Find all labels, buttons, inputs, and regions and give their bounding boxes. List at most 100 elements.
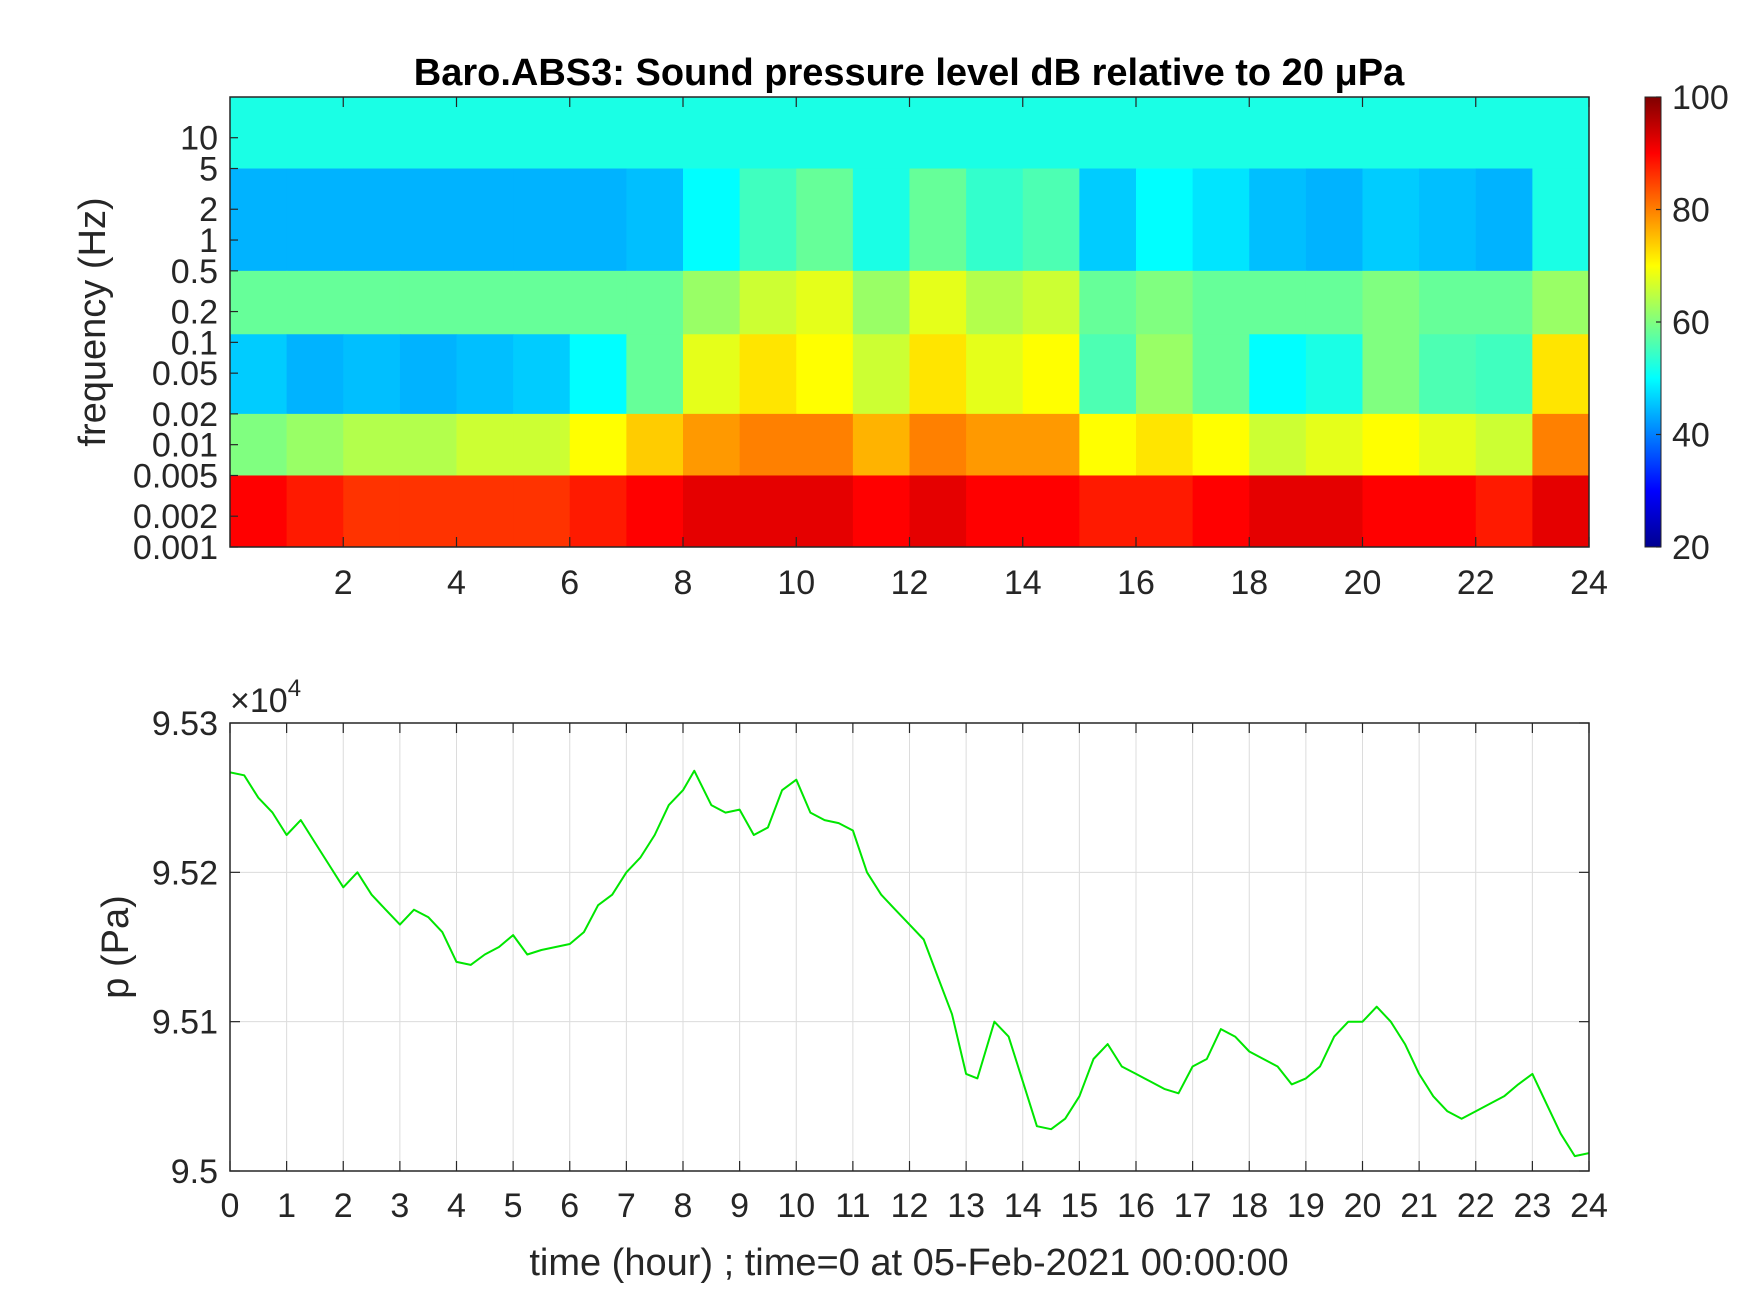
heatmap-cell — [1475, 97, 1533, 170]
heatmap-cell — [852, 168, 911, 272]
heatmap-cell — [683, 270, 741, 335]
y-tick-label: 0.002 — [133, 498, 218, 536]
heatmap-cell — [1305, 475, 1364, 547]
x-tick-label: 18 — [1230, 1187, 1268, 1225]
heatmap-cell — [1305, 97, 1364, 170]
heatmap-cell — [909, 413, 967, 477]
heatmap-cell — [1419, 334, 1477, 415]
heatmap-cell — [626, 413, 684, 477]
heatmap-cell — [852, 270, 911, 335]
heatmap-cell — [1249, 168, 1307, 272]
heatmap-cell — [683, 97, 741, 170]
heatmap-cell — [569, 97, 627, 170]
x-tick-label: 23 — [1513, 1187, 1551, 1225]
heatmap-cell — [399, 270, 458, 335]
x-tick-label: 16 — [1117, 564, 1155, 602]
heatmap-cell — [1022, 475, 1080, 547]
y-tick-label: 0.5 — [171, 253, 218, 291]
x-tick-label: 20 — [1344, 1187, 1382, 1225]
heatmap-cell — [1249, 334, 1307, 415]
y-tick-label: 9.52 — [152, 854, 218, 892]
heatmap-cell — [1079, 168, 1137, 272]
heatmap-cell — [683, 168, 741, 272]
heatmap-cell — [909, 97, 967, 170]
heatmap-cell — [966, 270, 1024, 335]
heatmap-cell — [1419, 413, 1477, 477]
heatmap-cell — [1192, 334, 1250, 415]
heatmap-cell — [1532, 413, 1589, 477]
heatmap-cells — [230, 97, 1589, 547]
x-tick-label: 22 — [1457, 1187, 1495, 1225]
heatmap-cell — [852, 413, 911, 477]
heatmap-cell — [343, 97, 401, 170]
heatmap-cell — [1362, 168, 1420, 272]
heatmap-cell — [852, 475, 911, 547]
y-tick-label: 2 — [199, 191, 218, 229]
spectrogram-x-ticks: 2 4 6 8 10 12 14 16 18 20 22 24 — [334, 97, 1608, 602]
x-tick-label: 16 — [1117, 1187, 1155, 1225]
heatmap-cell — [1079, 97, 1137, 170]
heatmap-cell — [230, 413, 288, 477]
heatmap-cell — [286, 334, 344, 415]
y-tick-label: 9.5 — [171, 1153, 218, 1191]
heatmap-cell — [966, 168, 1024, 272]
heatmap-cell — [230, 270, 288, 335]
heatmap-cell — [1079, 270, 1137, 335]
spectrogram-y-axis-label: frequency (Hz) — [72, 197, 114, 446]
heatmap-cell — [1192, 168, 1250, 272]
x-tick-label: 4 — [447, 1187, 466, 1225]
heatmap-cell — [1249, 97, 1307, 170]
x-tick-label: 15 — [1060, 1187, 1098, 1225]
heatmap-cell — [343, 334, 401, 415]
heatmap-cell — [230, 97, 288, 170]
x-tick-label: 11 — [835, 1187, 870, 1225]
colorbar-tick-label: 80 — [1672, 192, 1710, 230]
y-tick-label: 0.05 — [152, 355, 218, 393]
heatmap-cell — [343, 413, 401, 477]
heatmap-cell — [1362, 334, 1420, 415]
x-tick-label: 3 — [390, 1187, 409, 1225]
heatmap-cell — [1022, 270, 1080, 335]
heatmap-cell — [286, 413, 344, 477]
heatmap-cell — [1136, 168, 1194, 272]
heatmap-cell — [1022, 334, 1080, 415]
y-tick-label: 9.53 — [152, 705, 218, 743]
colorbar-ticks: 100 80 60 40 20 — [1656, 79, 1729, 567]
pressure-line — [230, 769, 1589, 1158]
heatmap-cell — [230, 168, 288, 272]
heatmap-cell — [343, 168, 401, 272]
heatmap-cell — [1362, 413, 1420, 477]
heatmap-cell — [739, 475, 797, 547]
heatmap-cell — [796, 413, 854, 477]
heatmap-cell — [1475, 475, 1533, 547]
heatmap-cell — [1079, 475, 1137, 547]
heatmap-cell — [1192, 475, 1250, 547]
heatmap-cell — [909, 334, 967, 415]
pressure-y-ticks: 9.53 9.52 9.51 9.5 — [152, 705, 1589, 1191]
heatmap-cell — [1419, 475, 1477, 547]
heatmap-cell — [286, 270, 344, 335]
heatmap-cell — [569, 168, 627, 272]
heatmap-cell — [399, 334, 458, 415]
colorbar-tick-label: 60 — [1672, 304, 1710, 342]
heatmap-cell — [1022, 168, 1080, 272]
heatmap-cell — [513, 475, 571, 547]
heatmap-cell — [1022, 413, 1080, 477]
heatmap-cell — [796, 475, 854, 547]
heatmap-cell — [399, 168, 458, 272]
heatmap-cell — [286, 97, 344, 170]
heatmap-cell — [230, 475, 288, 547]
heatmap-cell — [513, 413, 571, 477]
heatmap-cell — [1249, 413, 1307, 477]
heatmap-cell — [1305, 413, 1364, 477]
heatmap-cell — [1305, 270, 1364, 335]
x-tick-label: 24 — [1570, 1187, 1608, 1225]
x-tick-label: 14 — [1004, 1187, 1042, 1225]
heatmap-cell — [1022, 97, 1080, 170]
heatmap-cell — [1079, 334, 1137, 415]
heatmap-cell — [626, 334, 684, 415]
x-tick-label: 5 — [504, 1187, 523, 1225]
heatmap-cell — [796, 334, 854, 415]
x-tick-label: 20 — [1344, 564, 1382, 602]
x-tick-label: 8 — [674, 564, 693, 602]
